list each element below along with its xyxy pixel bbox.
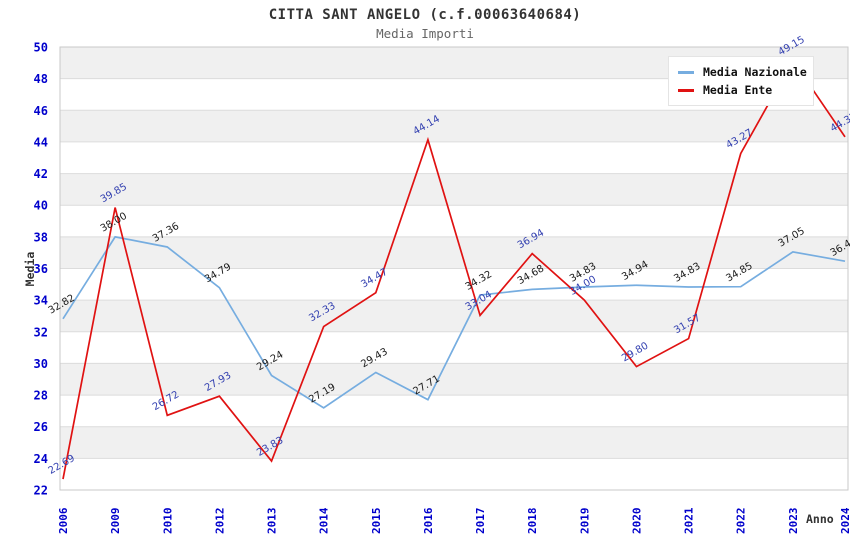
svg-text:2019: 2019	[578, 508, 591, 535]
legend-item-media-ente: Media Ente	[678, 81, 804, 99]
svg-text:2009: 2009	[109, 508, 122, 535]
plot-bands	[60, 47, 848, 459]
svg-text:2017: 2017	[474, 508, 487, 535]
svg-text:34.47: 34.47	[359, 267, 389, 291]
legend-item-media-nazionale: Media Nazionale	[678, 63, 807, 81]
svg-text:2013: 2013	[266, 508, 279, 535]
svg-text:46: 46	[34, 104, 48, 118]
svg-text:2012: 2012	[213, 508, 226, 535]
svg-text:50: 50	[34, 41, 48, 55]
svg-text:2014: 2014	[318, 507, 331, 534]
media-nazionale-line-swatch	[678, 70, 694, 74]
svg-text:30: 30	[34, 357, 48, 371]
legend-label-media-nazionale: Media Nazionale	[703, 65, 807, 79]
svg-text:32: 32	[34, 325, 48, 339]
y-axis-ticks: 22 24 26 28 30 32 34 36 38 40 42 44 46 48 50	[34, 41, 48, 498]
svg-text:40: 40	[34, 199, 48, 213]
svg-text:38: 38	[34, 230, 48, 244]
svg-text:28: 28	[34, 389, 48, 403]
series-line-media-ente	[62, 58, 846, 480]
chart-subtitle: Media Importi	[376, 26, 474, 41]
svg-text:2022: 2022	[735, 508, 748, 535]
svg-text:26: 26	[34, 420, 48, 434]
svg-text:34: 34	[34, 294, 48, 308]
svg-text:2015: 2015	[370, 508, 383, 535]
svg-text:2020: 2020	[630, 508, 643, 535]
legend: Media Nazionale Media Ente	[668, 56, 814, 106]
svg-text:2006: 2006	[57, 507, 70, 534]
svg-text:2018: 2018	[526, 508, 539, 535]
svg-text:2023: 2023	[787, 508, 800, 535]
svg-text:2010: 2010	[161, 508, 174, 535]
x-axis-title: Anno	[806, 512, 834, 526]
svg-text:48: 48	[34, 72, 48, 86]
svg-text:2016: 2016	[422, 507, 435, 534]
svg-text:2021: 2021	[683, 507, 696, 534]
legend-label-media-ente: Media Ente	[703, 83, 773, 97]
chart-title: CITTA SANT ANGELO (c.f.00063640684)	[268, 7, 582, 23]
svg-text:2024: 2024	[839, 507, 850, 534]
svg-text:22: 22	[34, 484, 48, 498]
media-ente-line-swatch	[678, 88, 694, 92]
svg-text:42: 42	[34, 167, 48, 181]
svg-text:24: 24	[34, 452, 48, 466]
x-axis-ticks: 2006 2009 2010 2012 2013 2014 2015 2016 2017 2018…	[57, 507, 850, 534]
svg-text:44: 44	[34, 135, 48, 149]
series-line-media-nazionale	[62, 235, 846, 409]
plot-border	[59, 46, 849, 491]
svg-text:36: 36	[34, 262, 48, 276]
